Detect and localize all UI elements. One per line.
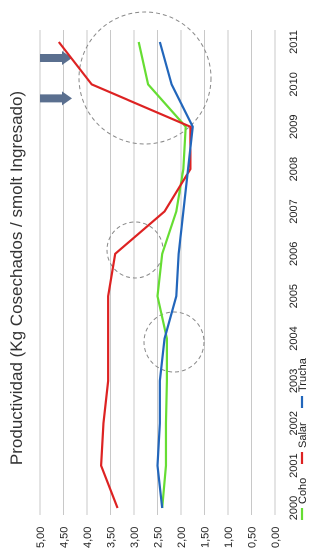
year-tick-label: 2005 xyxy=(288,284,300,308)
value-tick-label: 1,00 xyxy=(223,527,235,548)
year-tick-label: 2009 xyxy=(288,114,300,138)
value-tick-label: 2,00 xyxy=(176,527,188,548)
year-tick-label: 2002 xyxy=(288,411,300,435)
legend-label: Salar xyxy=(297,422,309,448)
axes: 5,00 4,50 4,00 3,50 3,00 2,50 2,00 1,50 1,00 0,50… xyxy=(35,30,300,548)
value-tick-label: 5,00 xyxy=(35,527,47,548)
value-tick-label: 4,50 xyxy=(59,527,71,548)
series-line-coho xyxy=(137,41,187,509)
chart-title: Productividad (Kg Cosechados / smolt Ing… xyxy=(7,91,26,465)
annotation-circle xyxy=(78,11,212,145)
year-tick-label: 2007 xyxy=(288,199,300,223)
year-tick-label: 2008 xyxy=(288,157,300,181)
series-line-trucha xyxy=(156,41,194,509)
year-tick-label: 2006 xyxy=(288,242,300,266)
annotation-circle xyxy=(143,311,205,373)
annotation-arrow xyxy=(40,51,72,65)
value-tick-label: 1,50 xyxy=(200,527,212,548)
year-tick-label: 2004 xyxy=(288,326,300,350)
legend-label: Coho xyxy=(297,478,309,504)
year-tick-label: 2000 xyxy=(288,496,300,520)
value-tick-label: 0,00 xyxy=(270,527,282,548)
series-lines xyxy=(57,41,194,509)
legend: Coho Salar Trucha xyxy=(297,357,309,520)
value-tick-label: 3,50 xyxy=(106,527,118,548)
year-tick-label: 2010 xyxy=(288,72,300,96)
year-tick-label: 2001 xyxy=(288,453,300,477)
value-tick-label: 4,00 xyxy=(82,527,94,548)
year-tick-label: 2003 xyxy=(288,369,300,393)
annotations xyxy=(40,11,212,373)
value-tick-label: 3,00 xyxy=(129,527,141,548)
series-line-salar xyxy=(57,41,192,509)
annotation-arrow xyxy=(40,91,72,106)
legend-label: Trucha xyxy=(297,357,309,392)
value-tick-label: 0,50 xyxy=(247,527,259,548)
year-tick-label: 2011 xyxy=(288,30,300,54)
grid-lines xyxy=(39,30,276,515)
value-tick-label: 2,50 xyxy=(153,527,165,548)
annotation-circle xyxy=(106,221,164,279)
